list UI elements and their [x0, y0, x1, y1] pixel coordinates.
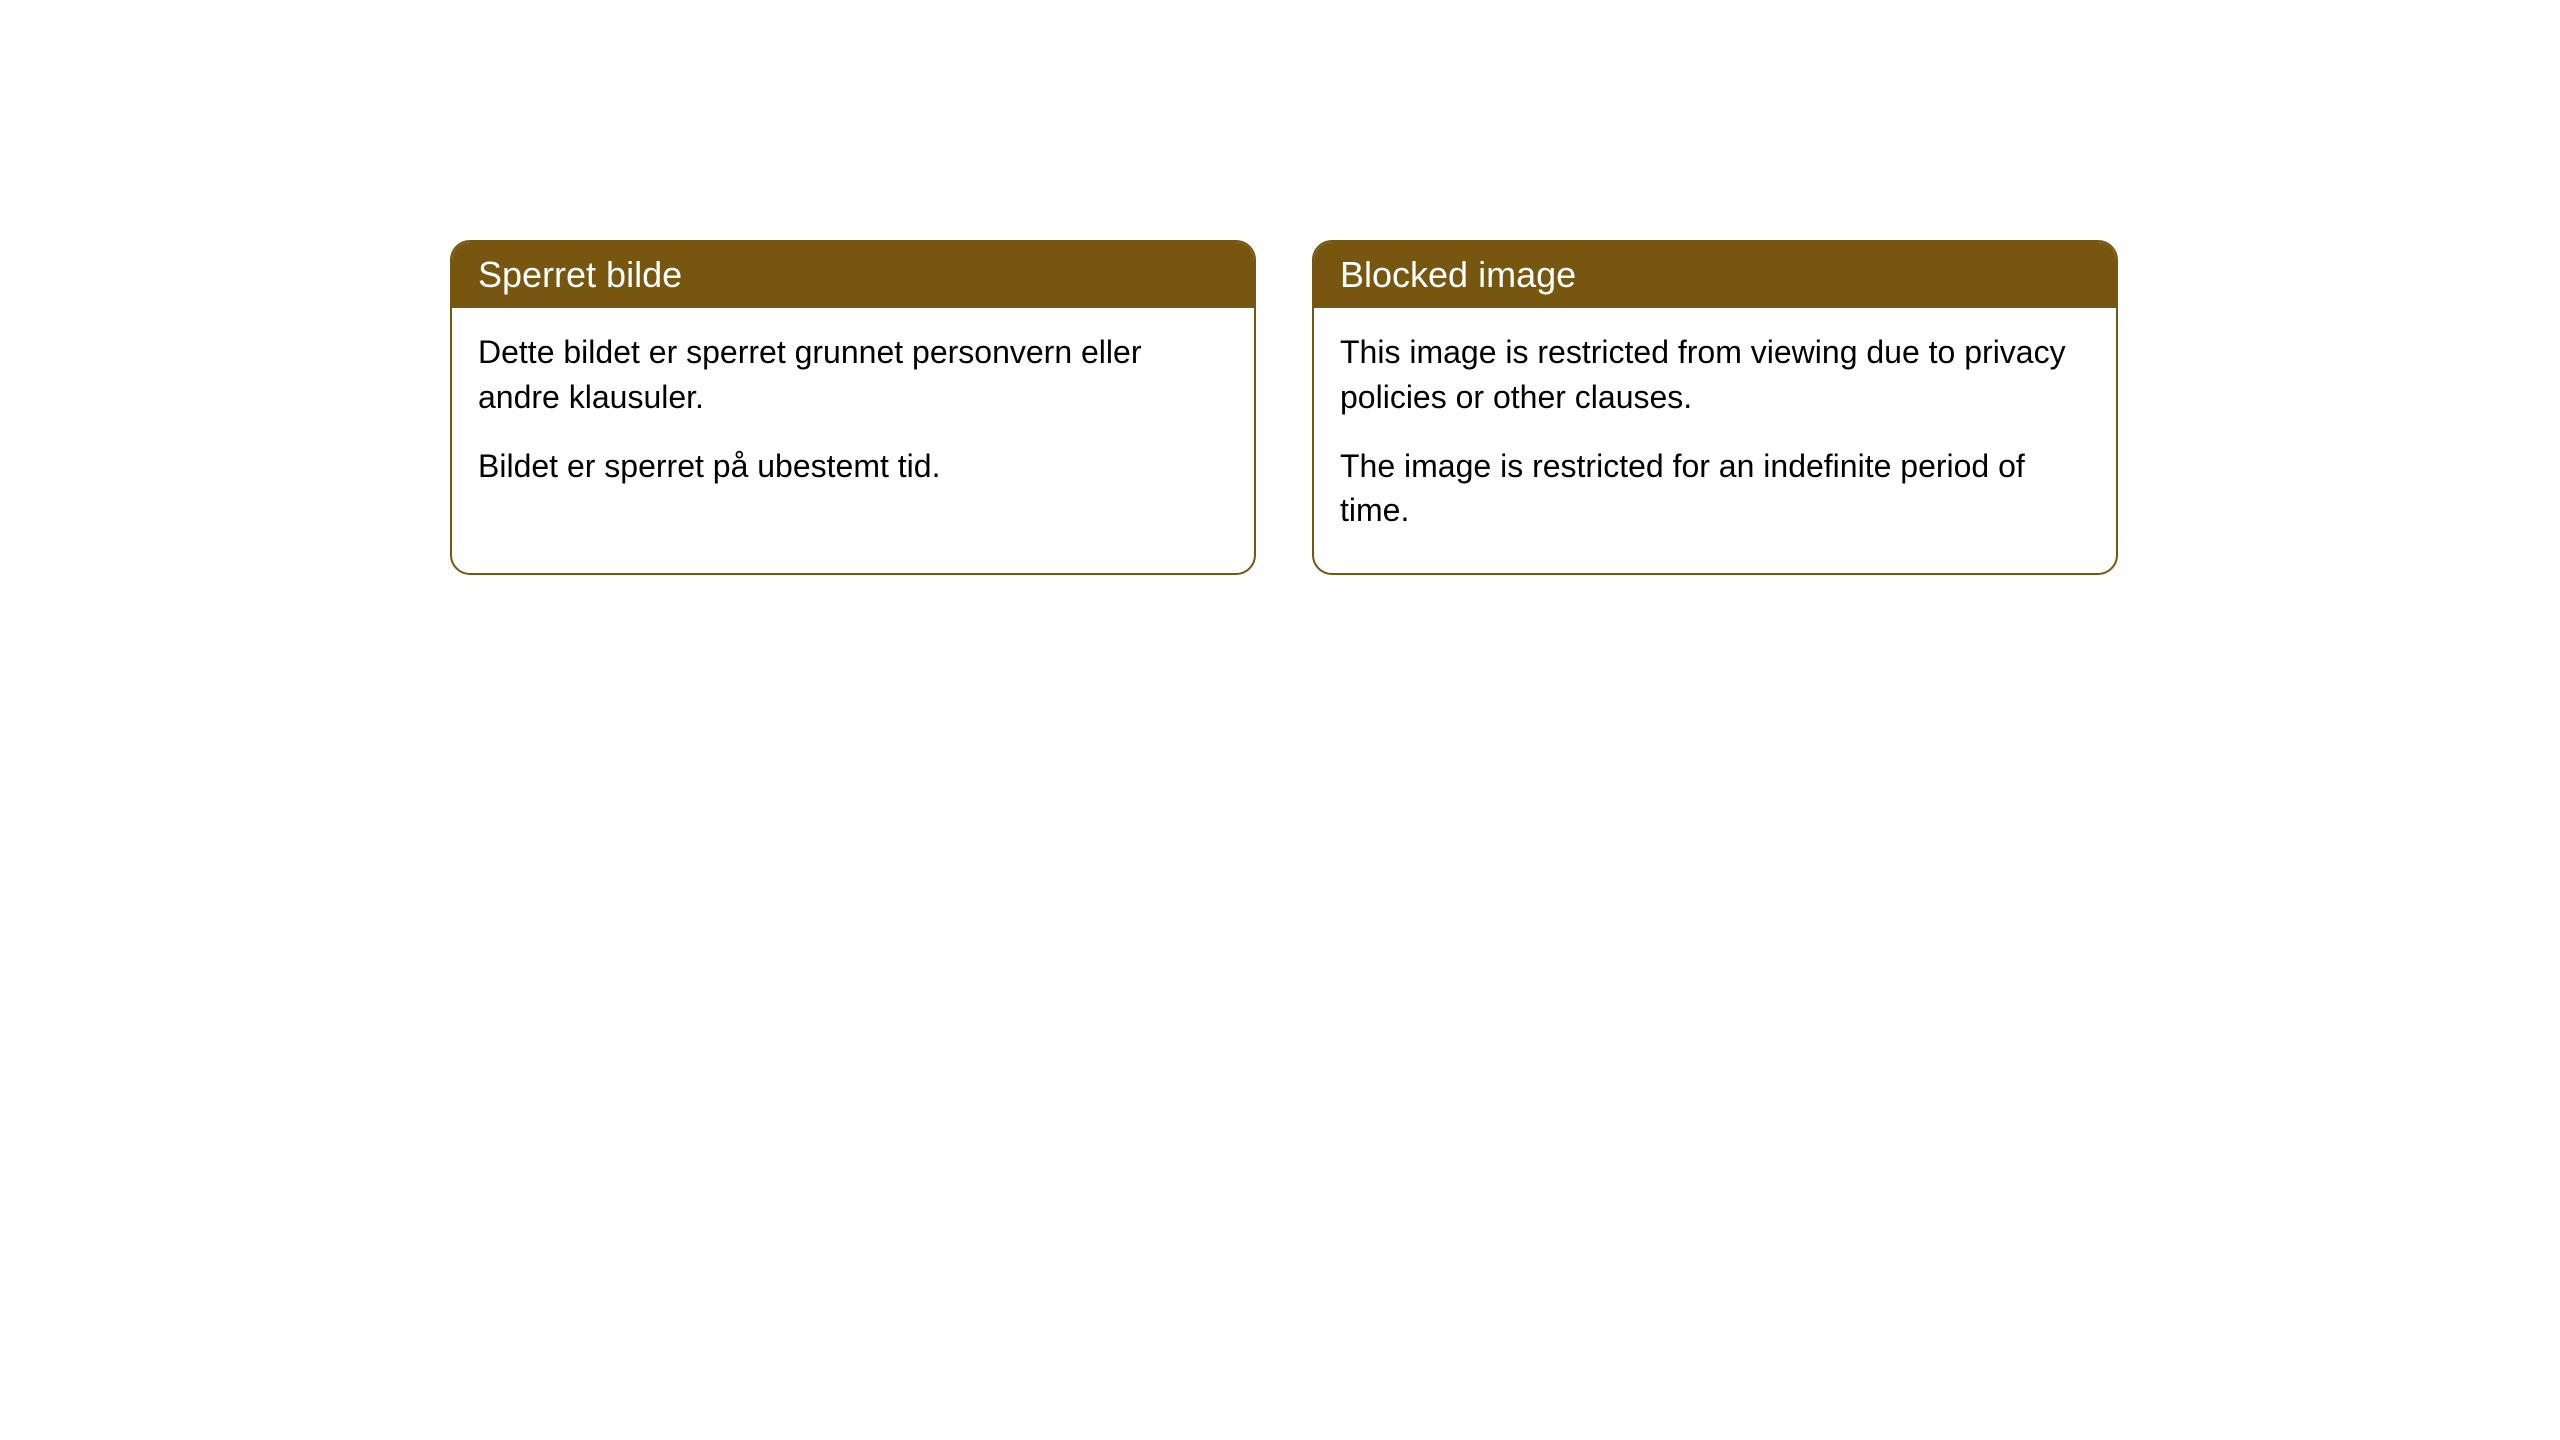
notice-card-english: Blocked image This image is restricted f…: [1312, 240, 2118, 575]
card-paragraph: Dette bildet er sperret grunnet personve…: [478, 330, 1228, 420]
notice-cards-container: Sperret bilde Dette bildet er sperret gr…: [450, 240, 2118, 575]
card-header: Blocked image: [1314, 242, 2116, 308]
card-header: Sperret bilde: [452, 242, 1254, 308]
card-body: This image is restricted from viewing du…: [1314, 308, 2116, 573]
card-paragraph: This image is restricted from viewing du…: [1340, 330, 2090, 420]
notice-card-norwegian: Sperret bilde Dette bildet er sperret gr…: [450, 240, 1256, 575]
card-body: Dette bildet er sperret grunnet personve…: [452, 308, 1254, 528]
card-paragraph: Bildet er sperret på ubestemt tid.: [478, 444, 1228, 489]
card-title: Sperret bilde: [478, 254, 682, 295]
card-paragraph: The image is restricted for an indefinit…: [1340, 444, 2090, 534]
card-title: Blocked image: [1340, 254, 1576, 295]
